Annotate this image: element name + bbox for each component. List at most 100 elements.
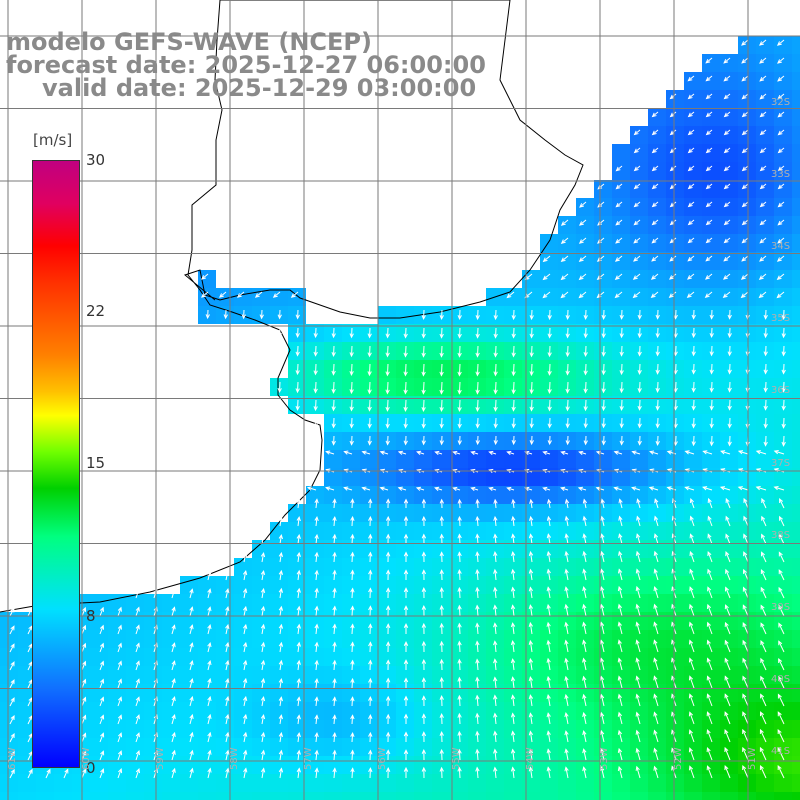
wind-arrow (368, 569, 373, 581)
wind-arrow (27, 643, 33, 653)
wind-arrow (763, 399, 768, 411)
lat-label: 35S (771, 313, 791, 324)
wind-speed-cell (792, 576, 800, 594)
wind-arrow (332, 569, 337, 581)
wind-speed-cell (576, 540, 594, 558)
wind-speed-cell (396, 432, 414, 450)
wind-arrow (578, 273, 587, 281)
wind-speed-cell (324, 486, 342, 504)
wind-speed-cell (594, 324, 612, 342)
wind-speed-cell (18, 792, 36, 800)
wind-speed-cell (594, 648, 612, 666)
wind-speed-cell (792, 432, 800, 450)
wind-arrow (99, 732, 105, 743)
wind-speed-cell (612, 540, 630, 558)
wind-arrow (631, 486, 641, 491)
wind-arrow (651, 183, 659, 190)
wind-speed-field (0, 36, 800, 800)
wind-arrow (421, 533, 427, 545)
wind-arrow (702, 486, 713, 491)
wind-speed-cell (792, 360, 800, 378)
wind-speed-cell (396, 666, 414, 684)
wind-speed-cell (756, 252, 774, 270)
wind-arrow (403, 641, 409, 653)
wind-speed-cell (630, 396, 648, 414)
wind-speed-cell (288, 738, 306, 756)
wind-speed-cell (612, 414, 630, 432)
wind-speed-cell (72, 774, 90, 792)
wind-speed-cell (540, 702, 558, 720)
wind-arrow (403, 623, 409, 635)
wind-speed-cell (576, 378, 594, 396)
wind-arrow (619, 309, 624, 320)
wind-arrow (403, 695, 409, 707)
wind-speed-cell (756, 306, 774, 324)
wind-arrow (528, 676, 534, 689)
wind-arrow (560, 273, 569, 281)
wind-arrow (564, 621, 569, 635)
wind-speed-cell (576, 396, 594, 414)
wind-arrow (688, 621, 695, 635)
wind-speed-cell (234, 594, 252, 612)
wind-speed-cell (18, 666, 36, 684)
wind-speed-cell (486, 432, 504, 450)
wind-arrow (578, 255, 587, 262)
wind-arrow (314, 696, 319, 707)
wind-speed-cell (414, 468, 432, 486)
wind-arrow (475, 676, 480, 689)
wind-arrow (633, 255, 641, 262)
wind-speed-cell (198, 720, 216, 738)
wind-speed-cell (90, 684, 108, 702)
wind-arrow (510, 694, 516, 707)
wind-arrow (421, 622, 427, 635)
wind-speed-cell (612, 144, 630, 162)
wind-speed-cell (666, 90, 684, 108)
wind-arrow (617, 657, 623, 671)
wind-arrow (350, 659, 355, 671)
wind-arrow (709, 327, 714, 339)
wind-speed-cell (216, 666, 234, 684)
wind-arrow (759, 57, 767, 64)
wind-speed-cell (792, 630, 800, 648)
wind-arrow (582, 748, 587, 761)
wind-speed-cell (450, 702, 468, 720)
wind-arrow (759, 219, 767, 226)
wind-speed-cell (756, 36, 774, 54)
wind-speed-cell (432, 666, 450, 684)
wind-arrow (368, 677, 373, 689)
wind-speed-cell (630, 540, 648, 558)
wind-speed-cell (486, 450, 504, 468)
wind-arrow (725, 551, 731, 563)
wind-arrow (349, 327, 354, 339)
wind-speed-cell (594, 738, 612, 756)
wind-speed-cell (306, 540, 324, 558)
wind-arrow (582, 675, 587, 689)
wind-arrow (637, 327, 642, 339)
wind-arrow (529, 399, 534, 412)
wind-arrow (510, 748, 516, 761)
wind-arrow (707, 533, 713, 545)
wind-speed-cell (792, 396, 800, 414)
wind-arrow (99, 696, 105, 707)
wind-speed-cell (756, 216, 774, 234)
wind-speed-cell (666, 702, 684, 720)
wind-arrow (313, 399, 318, 412)
wind-speed-cell (468, 468, 486, 486)
wind-arrow (207, 713, 212, 725)
wind-speed-cell (450, 486, 468, 504)
wind-speed-cell (648, 324, 666, 342)
wind-speed-cell (0, 720, 18, 738)
wind-speed-cell (342, 558, 360, 576)
wind-arrow (758, 291, 767, 299)
wind-speed-cell (738, 342, 756, 360)
wind-arrow (385, 677, 391, 689)
wind-speed-cell (594, 522, 612, 540)
wind-arrow (613, 450, 623, 455)
wind-speed-cell (738, 540, 756, 558)
wind-arrow (314, 714, 319, 725)
wind-speed-cell (774, 774, 792, 792)
forecast-date: forecast date: 2025-12-27 06:00:00 (6, 51, 486, 79)
wind-arrow (385, 659, 391, 671)
wind-arrow (600, 766, 605, 779)
wind-speed-cell (648, 504, 666, 522)
